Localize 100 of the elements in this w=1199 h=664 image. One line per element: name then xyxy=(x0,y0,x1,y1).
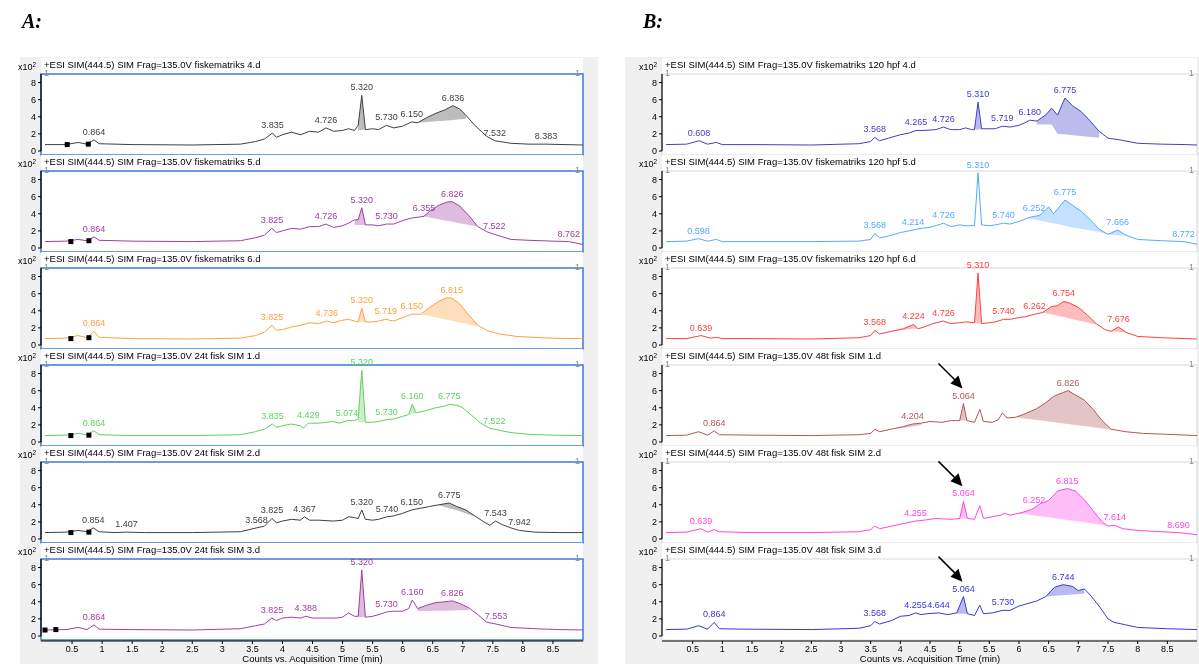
annotation: 4.726 xyxy=(932,114,955,125)
annotation: 5.310 xyxy=(966,260,990,271)
annotation: 3.825 xyxy=(260,605,284,616)
x-tick-label: 2 xyxy=(779,644,785,654)
y-tick-label: 0 xyxy=(30,437,36,448)
annotation: 7.942 xyxy=(508,517,531,528)
x-tick-label: 4.5 xyxy=(923,644,937,654)
annotation: 4.388 xyxy=(294,603,318,614)
annotation: 0.864 xyxy=(703,417,726,428)
annotation: 3.835 xyxy=(261,411,284,422)
x-tick-label: 3.5 xyxy=(246,644,259,654)
y-tick-label: 2 xyxy=(651,420,657,431)
chart-title: +ESI SIM(444.5) SIM Frag=135.0V fiskematriks 120 hpf 5.d xyxy=(665,156,916,167)
annotation: 7.522 xyxy=(482,221,506,232)
annotation: 6.252 xyxy=(1022,203,1046,214)
annotation: 1 xyxy=(44,68,50,78)
chart-title: +ESI SIM(444.5) SIM Frag=135.0V fiskematriks 120 hpf 6.d xyxy=(665,253,916,264)
y-tick-label: 6 xyxy=(30,191,36,202)
annotation: 1 xyxy=(44,262,50,272)
annotation: 7.666 xyxy=(1106,217,1130,228)
y-tick-label: 6 xyxy=(651,385,657,396)
chart-title: +ESI SIM(444.5) SIM Frag=135.0V fiskematriks 4.d xyxy=(44,59,261,70)
x-tick-label: 4 xyxy=(279,644,285,654)
annotation: 0.864 xyxy=(82,417,106,428)
annotation: 5.320 xyxy=(350,82,374,93)
x-tick-label: 0.5 xyxy=(65,644,79,654)
y-tick-label: 2 xyxy=(30,129,36,140)
annotation: 8.383 xyxy=(534,131,558,142)
annotation: 6.150 xyxy=(400,301,423,312)
annotation: 7.553 xyxy=(484,611,508,622)
annotation: 1 xyxy=(574,359,580,369)
y-tick-label: 8 xyxy=(651,368,657,379)
chart-title: +ESI SIM(444.5) SIM Frag=135.0V 24t fisk SIM 2.d xyxy=(44,447,260,458)
y-tick-label: 0 xyxy=(651,534,657,545)
annotation: 5.320 xyxy=(350,295,374,306)
annotation: 5.064 xyxy=(952,390,975,401)
annotation: 6.252 xyxy=(1022,495,1046,506)
annotation: 3.825 xyxy=(260,215,284,226)
y-axis-title: x10$^{2}$ xyxy=(17,448,37,460)
y-tick-label: 4 xyxy=(30,402,36,413)
line-series xyxy=(665,584,1198,631)
annotation: 3.825 xyxy=(260,312,284,323)
x-tick-label: 2 xyxy=(159,644,165,654)
annotation: 8.690 xyxy=(1167,519,1190,530)
line-series xyxy=(665,97,1198,146)
x-tick-label: 8 xyxy=(520,644,526,654)
y-axis-title: x10$^{2}$ xyxy=(638,60,658,72)
annotation: 0.864 xyxy=(82,611,106,622)
x-tick-label: 6 xyxy=(400,644,406,654)
y-tick-label: 8 xyxy=(30,271,36,282)
annotation: 5.740 xyxy=(992,210,1015,221)
line-series xyxy=(665,488,1198,536)
line-series xyxy=(665,172,1198,245)
annotation: 1 xyxy=(665,359,671,369)
annotation: 1 xyxy=(1188,456,1194,466)
y-tick-label: 6 xyxy=(30,385,36,396)
y-tick-label: 6 xyxy=(651,94,657,105)
annotation: 4.726 xyxy=(314,114,338,125)
line-series xyxy=(665,390,1198,437)
annotation: 6.150 xyxy=(400,496,423,507)
x-tick-label: 5.5 xyxy=(983,644,996,654)
x-tick-label: 7 xyxy=(460,644,466,654)
annotation: 6.150 xyxy=(400,108,423,119)
annotation: 7.543 xyxy=(484,508,507,519)
y-tick-label: 2 xyxy=(30,323,36,334)
annotation: 1 xyxy=(1188,359,1194,369)
line-series xyxy=(665,272,1198,340)
annotation: 1 xyxy=(574,553,580,563)
annotation: 6.826 xyxy=(1056,377,1080,388)
y-tick-label: 8 xyxy=(651,77,657,88)
x-tick-label: 1 xyxy=(719,644,725,654)
y-tick-label: 8 xyxy=(651,465,657,476)
annotation: 5.730 xyxy=(375,112,398,123)
y-tick-label: 4 xyxy=(651,596,657,607)
annotation: 6.775 xyxy=(437,391,461,402)
y-tick-label: 8 xyxy=(30,562,36,573)
y-axis-title: x10$^{2}$ xyxy=(638,448,658,460)
annotation: 3.568 xyxy=(863,317,886,328)
chart-subtitle: A: xyxy=(20,10,42,32)
chart-title: +ESI SIM(444.5) SIM Frag=135.0V 24t fisk SIM 1.d xyxy=(44,350,260,361)
y-tick-label: 4 xyxy=(651,402,657,413)
y-tick-label: 0 xyxy=(651,243,657,254)
annotation: 0.864 xyxy=(82,223,106,234)
annotation: 4.644 xyxy=(927,599,950,610)
annotation: 6.815 xyxy=(440,284,463,295)
y-tick-label: 8 xyxy=(30,368,36,379)
annotation: 4.255 xyxy=(904,508,927,519)
annotation: 6.815 xyxy=(1056,475,1079,486)
annotation: 7.522 xyxy=(482,416,506,427)
annotation: 5.719 xyxy=(374,306,398,317)
x-tick-label: 2.5 xyxy=(186,644,199,654)
y-tick-label: 2 xyxy=(30,614,36,625)
annotation: 3.568 xyxy=(863,124,886,135)
line-series xyxy=(44,369,584,437)
annotation: 1 xyxy=(574,68,580,78)
annotation: 4.265 xyxy=(904,117,928,128)
y-tick-label: 4 xyxy=(30,305,36,316)
x-tick-label: 6.5 xyxy=(426,644,439,654)
annotation: 4.224 xyxy=(902,311,925,322)
annotation: 5.740 xyxy=(375,503,399,514)
